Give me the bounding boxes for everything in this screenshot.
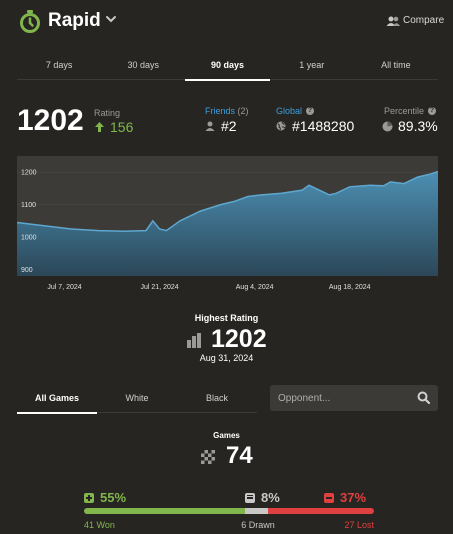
tab-black[interactable]: Black [205, 393, 228, 403]
tab-1-year[interactable]: 1 year [299, 60, 325, 70]
rating-label: Rating [94, 108, 121, 118]
results-bar-draw [244, 508, 269, 514]
rating-area [17, 171, 438, 276]
tab-all-games[interactable]: All Games [17, 389, 97, 414]
y-tick-label: 1200 [21, 170, 37, 177]
results-bar-win [84, 508, 245, 514]
compare-label: Compare [403, 15, 445, 26]
global-rank: #1488280 [276, 118, 354, 134]
users-icon [386, 16, 400, 26]
range-tabs: 7 days 30 days 90 days 1 year All time [17, 56, 438, 81]
percentile: 89.3% [382, 118, 438, 134]
x-tick-label: Jul 7, 2024 [47, 284, 81, 291]
global-rank-value: #1488280 [292, 118, 355, 134]
y-tick-label: 1000 [21, 235, 37, 242]
friends-rank-value: #2 [221, 118, 237, 134]
help-icon[interactable]: ? [306, 107, 315, 115]
mode-title[interactable]: Rapid [48, 10, 101, 31]
won-count: 41 Won [84, 520, 115, 530]
percentile-value: 89.3% [398, 118, 438, 134]
results-bar-loss [268, 508, 374, 514]
rating-delta-value: 156 [110, 119, 134, 135]
highest-rating-date: Aug 31, 2024 [199, 353, 254, 363]
y-tick-label: 900 [21, 267, 33, 274]
lost-count: 27 Lost [344, 520, 374, 530]
stopwatch-icon [20, 10, 40, 33]
games-label: Games [213, 431, 240, 440]
tab-white[interactable]: White [125, 393, 149, 403]
pie-icon [382, 121, 393, 131]
x-tick-label: Aug 4, 2024 [236, 284, 274, 291]
search-icon[interactable] [417, 391, 430, 404]
current-rating: 1202 [17, 104, 84, 137]
chevron-down-icon[interactable] [105, 14, 117, 24]
chessboard-icon [201, 450, 215, 464]
rating-delta: 156 [94, 119, 133, 135]
tab-7-days[interactable]: 7 days [45, 60, 73, 70]
help-icon[interactable]: ? [428, 107, 437, 115]
friends-label[interactable]: Friends [205, 106, 236, 116]
opponent-search [270, 385, 438, 411]
games-total: 74 [226, 442, 253, 469]
color-tabs: All Games White Black [17, 389, 257, 414]
opponent-search-input[interactable] [270, 385, 410, 411]
loss-percentage: 37% [324, 490, 366, 505]
rating-history-chart[interactable]: 900 1000 1100 1200 Jul 7, 2024 Jul 21, 2024 A… [17, 156, 438, 296]
equals-icon [245, 492, 255, 503]
draw-percentage: 8% [245, 490, 280, 505]
bar-chart-icon [187, 333, 201, 348]
x-tick-label: Aug 18, 2024 [329, 284, 371, 291]
tab-all-time[interactable]: All time [381, 60, 411, 70]
friends-rank: #2 [205, 118, 237, 134]
tab-30-days[interactable]: 30 days [127, 60, 160, 70]
highest-rating-value: 1202 [211, 325, 267, 353]
percentile-header: Percentile ? [384, 106, 437, 116]
friends-count: (2) [237, 106, 249, 116]
y-tick-label: 1100 [21, 202, 36, 209]
drawn-count: 6 Drawn [241, 520, 275, 530]
win-percentage-value: 55% [100, 490, 127, 505]
loss-percentage-value: 37% [340, 490, 367, 505]
friends-header[interactable]: Friends (2) [205, 106, 249, 116]
results-bar [84, 508, 374, 514]
highest-rating-label: Highest Rating [194, 313, 259, 323]
compare-button[interactable]: Compare [386, 15, 444, 26]
user-icon [205, 121, 215, 131]
plus-icon [84, 492, 94, 503]
win-percentage: 55% [84, 490, 126, 505]
rating-line [17, 170, 438, 232]
global-header[interactable]: Global ? [276, 106, 315, 116]
global-label[interactable]: Global [276, 106, 303, 116]
percentile-label: Percentile [384, 106, 425, 116]
arrow-up-icon [95, 122, 104, 132]
globe-icon [276, 121, 286, 131]
x-tick-label: Jul 21, 2024 [141, 284, 179, 291]
draw-percentage-value: 8% [261, 490, 280, 505]
tab-90-days[interactable]: 90 days [185, 56, 270, 81]
minus-icon [324, 492, 334, 503]
